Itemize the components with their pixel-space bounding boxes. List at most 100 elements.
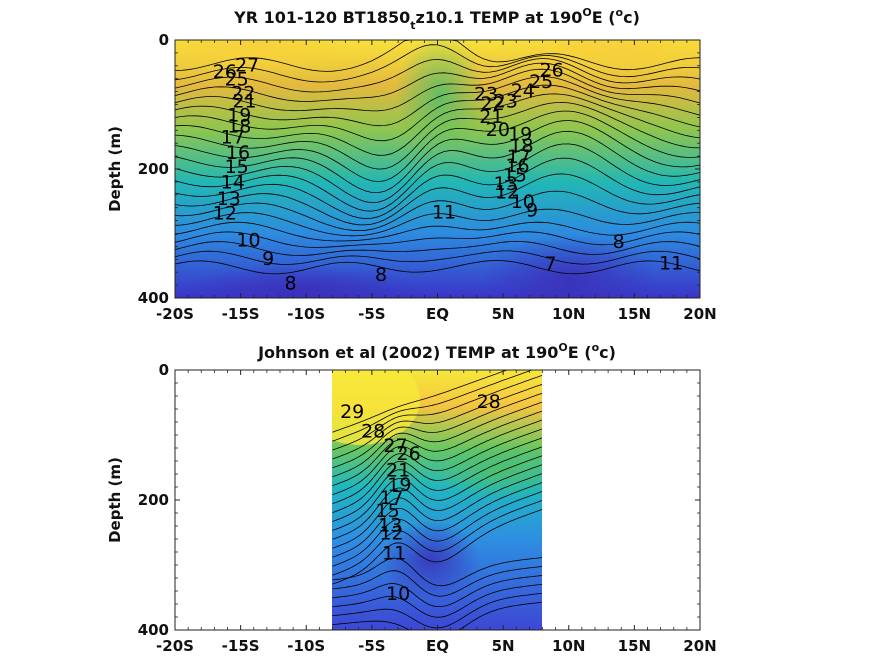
panel-bottom-ylabel: Depth (m) [106, 457, 124, 543]
panel-top-contour-label: 17 [221, 127, 245, 149]
panel-bottom-contour-label: 26 [397, 443, 421, 465]
panel-top-y-tick-label: 400 [138, 289, 169, 307]
panel-bottom: Johnson et al (2002) TEMP at 190OE (oc) … [106, 341, 717, 655]
panel-top-isotherm [175, 208, 700, 237]
panel-top-cold-core [480, 235, 660, 298]
panel-top-ylabel: Depth (m) [106, 126, 124, 212]
panel-top-isotherm [175, 260, 700, 275]
panel-bottom-contour-label: 15 [376, 500, 400, 522]
panel-top-x-tick-label: 10N [552, 305, 585, 323]
panel-top-axes: -20S -15S -10S -5S EQ 5N 10N 15N 20N 0 200 400 [138, 31, 717, 323]
panel-bottom-isotherm [332, 446, 542, 522]
panel-bottom-contour-label: 12 [379, 522, 403, 544]
panel-bottom-isotherm [332, 374, 542, 451]
panel-bottom-isotherm [332, 401, 542, 478]
panel-bottom-field [332, 370, 542, 630]
panel-top: YR 101-120 BT1850tz10.1 TEMP at 190OE (o… [106, 6, 717, 323]
panel-bottom-x-tick-label: -5S [358, 637, 385, 655]
panel-bottom-isotherm [332, 583, 542, 618]
panel-top-x-tick-label: -15S [222, 305, 260, 323]
panel-bottom-contour-label: 19 [387, 474, 411, 496]
panel-top-isotherm [175, 190, 700, 232]
panel-top-isotherm [175, 101, 700, 170]
panel-top-contour-label: 26 [213, 61, 237, 83]
panel-top-isotherm [175, 240, 700, 256]
panel-top-contour-label: 18 [227, 116, 251, 138]
panel-top-contour-label: 21 [479, 106, 503, 128]
panel-top-contour-label: 27 [235, 54, 259, 76]
panel-top-contour-label: 11 [659, 252, 683, 274]
panel-top-isotherm [175, 130, 700, 204]
panel-top-isotherm [175, 93, 700, 156]
panel-bottom-isotherm [332, 370, 542, 442]
panel-top-isotherm [175, 221, 700, 242]
panel-bottom-isotherm [332, 410, 542, 487]
panel-top-title: YR 101-120 BT1850tz10.1 TEMP at 190OE (o… [233, 6, 640, 32]
panel-bottom-warm-pool [332, 370, 420, 445]
panel-top-contour-label: 10 [236, 230, 260, 252]
panel-bottom-isotherm [332, 464, 542, 540]
panel-bottom-contour-label: 17 [379, 487, 403, 509]
panel-bottom-x-tick-label: -20S [156, 637, 194, 655]
panel-top-contour-label: 22 [481, 93, 505, 115]
panel-bottom-isotherm [332, 566, 542, 597]
panel-top-isotherm [175, 250, 700, 265]
panel-top-contour-label: 9 [526, 199, 538, 221]
panel-bottom-x-tick-label: -10S [287, 637, 325, 655]
panel-top-contour-label: 23 [474, 83, 498, 105]
panel-bottom-contour-label: 10 [386, 583, 410, 605]
panel-top-isotherm [175, 76, 700, 127]
panel-bottom-contour-label: 27 [383, 435, 407, 457]
panel-top-contour-label: 14 [221, 172, 245, 194]
panel-bottom-x-tick-label: EQ [426, 637, 449, 655]
panel-top-isotherm [175, 173, 700, 226]
panel-bottom-x-tick-label: -15S [222, 637, 260, 655]
panel-bottom-contour-label: 21 [386, 459, 410, 481]
panel-top-contour-label: 10 [511, 191, 535, 213]
panel-top-isotherm [175, 40, 700, 72]
panel-top-contour-label: 8 [613, 231, 625, 253]
panel-bottom-y-tick-label: 400 [138, 621, 169, 639]
panel-bottom-y-tick-label: 200 [138, 491, 169, 509]
panel-top-x-tick-label: 15N [618, 305, 651, 323]
panel-top-contour-label: 22 [231, 83, 255, 105]
panel-top-contour-label: 12 [213, 203, 237, 225]
panel-top-contour-label: 16 [505, 155, 529, 177]
panel-top-contour-label: 18 [509, 135, 533, 157]
panel-bottom-isotherm [332, 419, 542, 496]
panel-bottom-contour-label: 11 [382, 542, 406, 564]
panel-top-contour-label: 24 [511, 80, 535, 102]
panel-bottom-thermocline-east [430, 440, 542, 500]
panel-top-contour-label: 13 [217, 188, 241, 210]
panel-top-contour-label: 8 [284, 272, 296, 294]
panel-top-isotherm [175, 58, 700, 93]
panel-bottom-isotherm [332, 383, 542, 460]
panel-top-contour-label: 15 [503, 165, 527, 187]
panel-top-equator-upwelling [395, 40, 485, 155]
panel-top-contour-label: 17 [507, 146, 531, 168]
panel-bottom-x-tick-label: 5N [492, 637, 515, 655]
panel-top-contour-label: 19 [508, 123, 532, 145]
panel-top-y-tick-label: 200 [138, 160, 169, 178]
panel-top-contour-label: 13 [494, 173, 518, 195]
panel-top-isotherm [175, 110, 700, 183]
panel-top-contour-label: 8 [375, 264, 387, 286]
panel-top-contour-label: 12 [495, 181, 519, 203]
panel-top-contour-label: 20 [486, 119, 510, 141]
panel-top-contour-label: 19 [227, 105, 251, 127]
panel-top-cold-west [180, 265, 420, 298]
panel-bottom-isotherm [332, 455, 542, 531]
panel-bottom-isotherm [332, 491, 542, 567]
panel-bottom-isotherm [332, 557, 542, 587]
panel-top-x-tick-label: -10S [287, 305, 325, 323]
panel-bottom-contour-label: 28 [477, 391, 501, 413]
panel-bottom-isotherms [332, 370, 542, 630]
panel-bottom-cold-core [380, 520, 480, 600]
panel-bottom-isotherm [332, 575, 542, 607]
panel-top-isotherm [175, 143, 700, 212]
panel-bottom-contour-label: 13 [378, 515, 402, 537]
panel-bottom-axes: -20S -15S -10S -5S EQ 5N 10N 15N 20N 0 200 400 [138, 361, 717, 655]
